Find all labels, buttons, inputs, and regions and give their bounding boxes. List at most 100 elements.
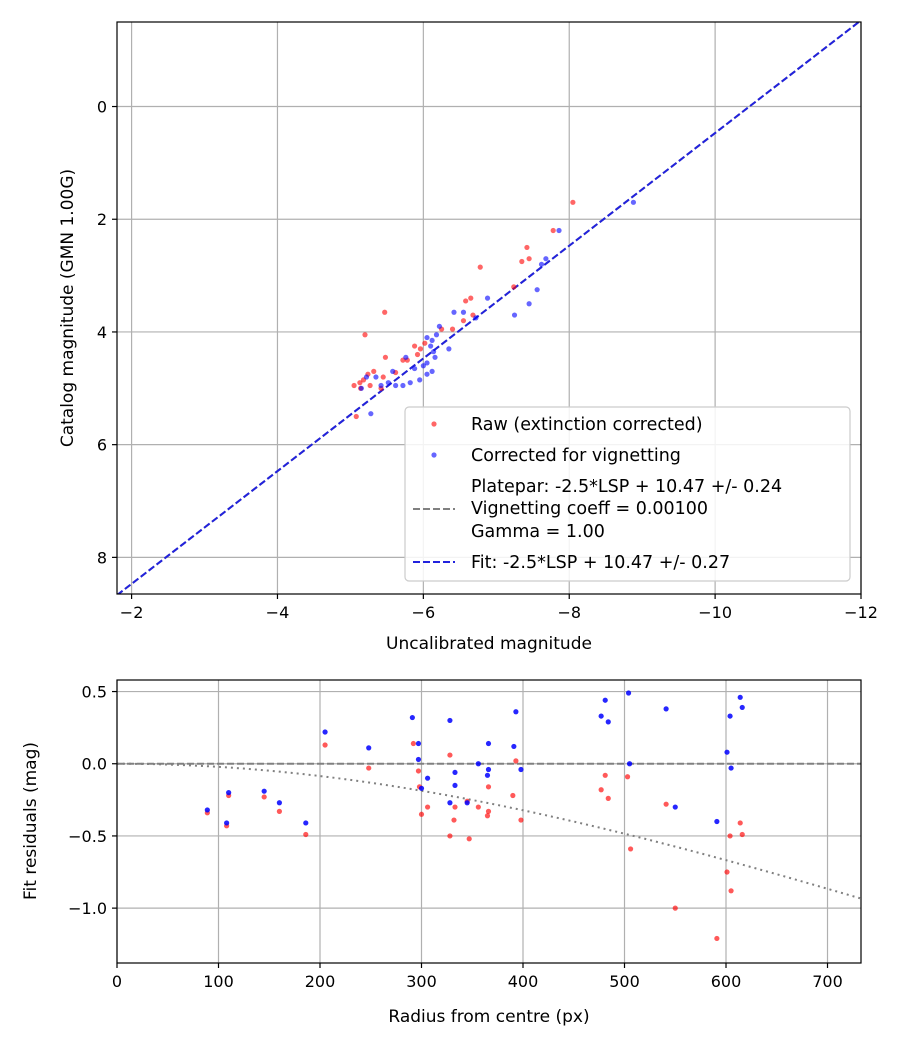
bottom-y-tick-label: −0.5 — [68, 827, 107, 846]
corrected-residual-point — [485, 740, 492, 747]
corrected-residual-point — [204, 807, 210, 813]
corrected-point — [433, 332, 440, 338]
corrected-point — [451, 309, 457, 315]
corrected-residual-point — [727, 713, 733, 719]
corrected-point — [556, 227, 562, 234]
top-y-tick-label: 6 — [97, 436, 107, 455]
bottom-y-tick-label: −1.0 — [68, 899, 107, 918]
raw-point — [357, 380, 363, 386]
bottom-vignetting-curve — [117, 762, 861, 900]
corrected-residual-point — [724, 749, 730, 755]
corrected-point — [511, 312, 518, 318]
raw-point — [380, 374, 386, 380]
corrected-point — [363, 374, 370, 380]
corrected-residual-point — [447, 800, 453, 806]
raw-residual-point — [484, 813, 491, 819]
raw-residual-point — [418, 811, 425, 817]
corrected-residual-point — [518, 766, 524, 773]
corrected-residual-point — [276, 800, 283, 806]
top-chart: −2 −4 −6 −8 −10 −12 0 2 4 6 8 Uncalibrated magnitu… — [58, 21, 878, 654]
corrected-point — [390, 368, 396, 374]
legend-gamma-label: Gamma = 1.00 — [471, 522, 605, 542]
raw-residual-point — [513, 758, 519, 764]
raw-residual-point — [466, 836, 472, 842]
legend-corrected-label: Corrected for vignetting — [471, 446, 681, 466]
corrected-point — [429, 337, 435, 344]
corrected-residual-point — [415, 740, 422, 747]
raw-point — [382, 309, 388, 315]
legend-raw-marker — [431, 421, 437, 427]
raw-residual-point — [663, 801, 669, 807]
bottom-reference-lines — [117, 762, 861, 900]
top-fit-lines — [117, 22, 861, 594]
corrected-point — [543, 256, 549, 262]
corrected-point — [358, 385, 364, 391]
raw-point — [449, 326, 456, 332]
raw-point — [362, 332, 368, 338]
raw-residual-point — [452, 804, 458, 810]
corrected-point — [378, 382, 384, 389]
raw-residual-point — [424, 804, 431, 810]
corrected-point — [526, 301, 532, 307]
bottom-x-tick-label: 0 — [112, 972, 122, 991]
raw-point — [412, 343, 418, 349]
corrected-residual-point — [261, 788, 267, 794]
corrected-point — [432, 354, 438, 360]
corrected-residual-point — [728, 765, 734, 771]
raw-point — [371, 368, 377, 374]
raw-residual-point — [485, 784, 492, 790]
top-x-tick-label: −8 — [557, 603, 581, 622]
corrected-point — [424, 371, 430, 377]
raw-point — [353, 413, 359, 420]
corrected-residual-point — [598, 713, 604, 719]
corrected-point — [407, 380, 413, 386]
corrected-residual-point — [737, 694, 743, 700]
corrected-point — [412, 365, 418, 372]
bottom-ticks: 0 100 200 300 400 500 600 700 0.5 0.0 −0.5 −1.0 — [68, 683, 843, 991]
corrected-residual-point — [625, 690, 632, 696]
top-scatter-points — [351, 199, 637, 420]
corrected-point — [424, 360, 430, 366]
corrected-residual-point — [224, 820, 230, 826]
corrected-point — [484, 295, 491, 301]
raw-point — [526, 256, 532, 262]
top-y-tick-label: 2 — [97, 210, 107, 229]
corrected-residual-point — [303, 820, 309, 826]
corrected-point — [538, 261, 545, 267]
corrected-point — [403, 354, 409, 360]
bottom-x-tick-label: 500 — [609, 972, 640, 991]
bottom-x-tick-label: 200 — [305, 972, 336, 991]
corrected-point — [400, 382, 406, 389]
raw-point — [417, 346, 424, 352]
raw-residual-point — [451, 817, 457, 823]
top-ticks: −2 −4 −6 −8 −10 −12 0 2 4 6 8 — [97, 98, 878, 622]
corrected-residual-point — [322, 729, 328, 735]
corrected-residual-point — [475, 761, 481, 767]
corrected-residual-point — [366, 745, 372, 751]
raw-residual-point — [475, 804, 481, 810]
bottom-y-tick-label: 0.0 — [82, 755, 107, 774]
raw-point — [570, 199, 576, 205]
raw-residual-point — [447, 833, 453, 839]
raw-residual-point — [303, 831, 309, 838]
legend-vignetting-label: Vignetting coeff = 0.00100 — [471, 499, 708, 519]
raw-residual-point — [322, 742, 328, 748]
raw-point — [414, 351, 421, 358]
legend-fit-label: Fit: -2.5*LSP + 10.47 +/- 0.27 — [471, 553, 730, 573]
corrected-point — [534, 287, 540, 293]
top-y-tick-label: 4 — [97, 323, 107, 342]
raw-point — [382, 354, 389, 360]
raw-point — [524, 244, 530, 251]
corrected-point — [460, 309, 467, 315]
corrected-point — [368, 411, 374, 417]
corrected-residual-point — [464, 800, 470, 806]
corrected-point — [393, 382, 399, 389]
raw-point — [468, 295, 474, 301]
top-y-tick-label: 8 — [97, 548, 107, 567]
corrected-residual-point — [714, 818, 720, 825]
raw-residual-point — [672, 905, 678, 911]
top-x-tick-label: −6 — [412, 603, 436, 622]
corrected-point — [429, 368, 435, 374]
raw-residual-point — [739, 831, 745, 838]
top-axes-frame — [116, 21, 862, 595]
